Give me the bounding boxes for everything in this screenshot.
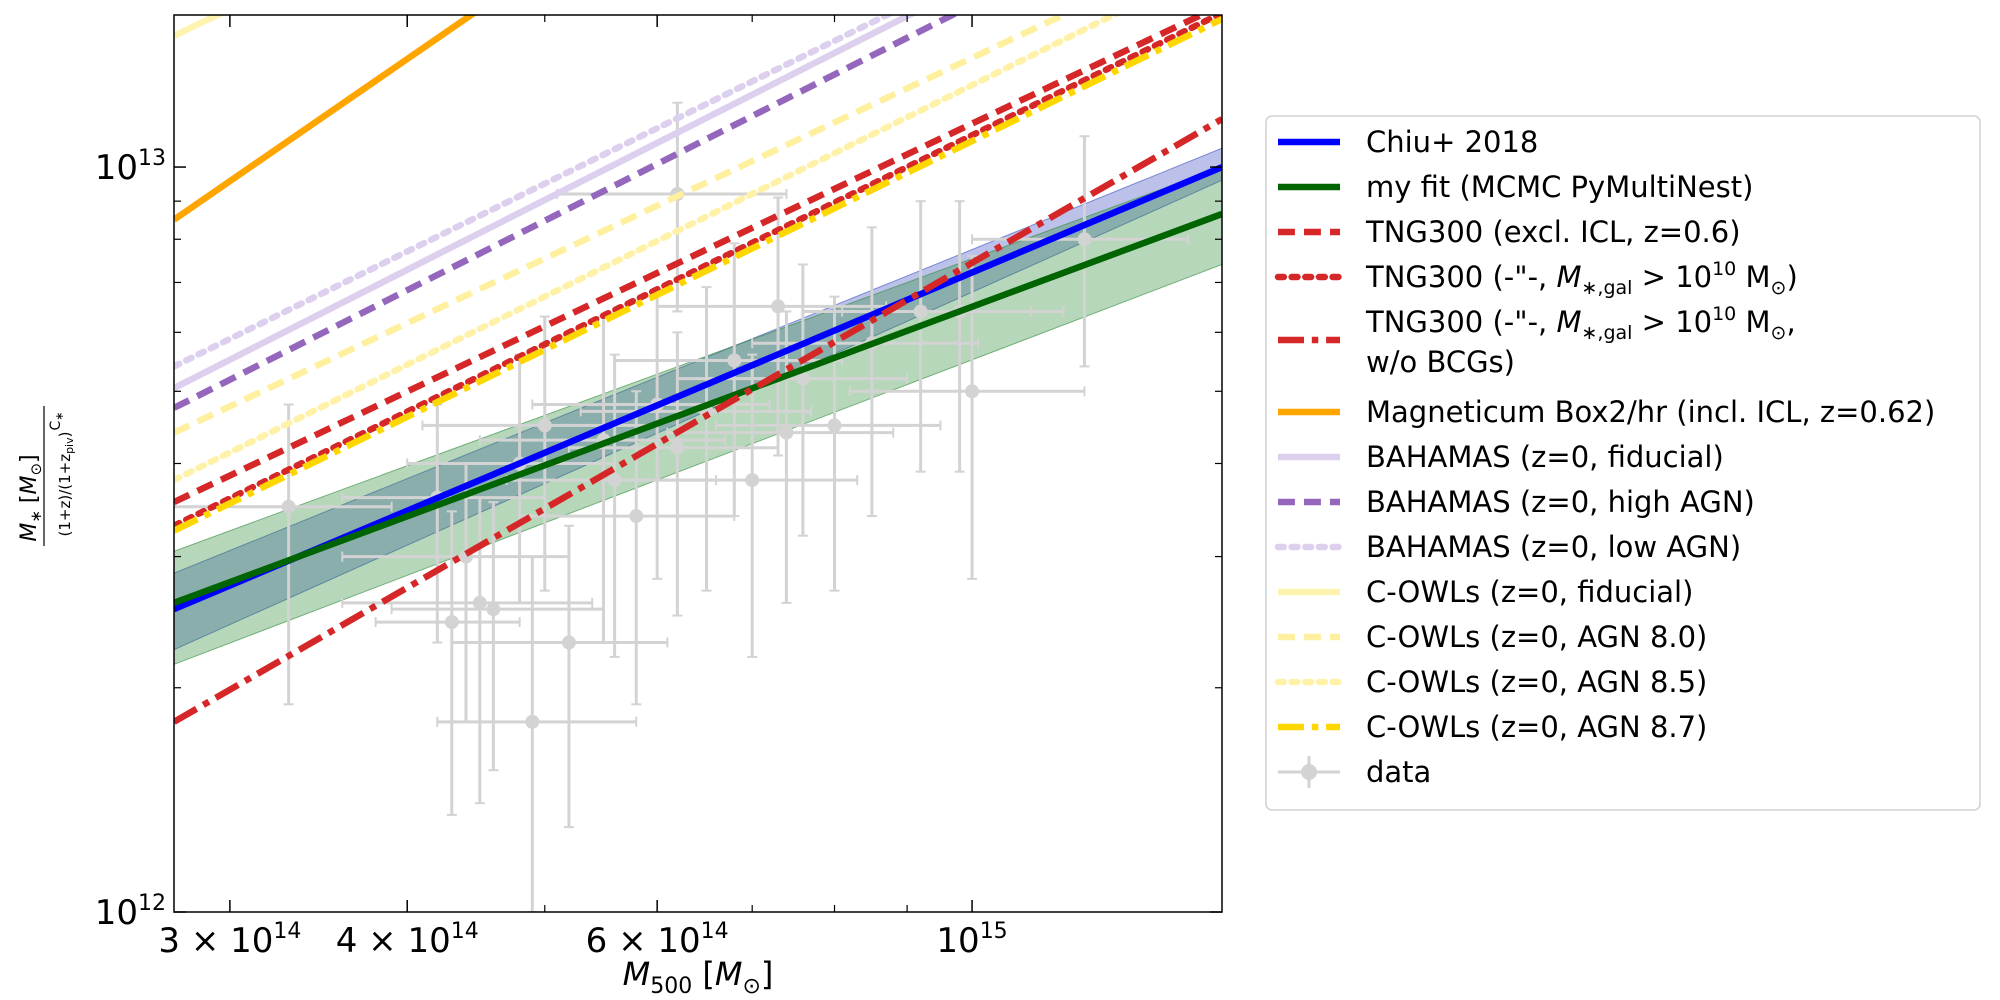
series-line-9	[174, 15, 225, 39]
model-lines	[174, 15, 1222, 725]
legend-item-bahamas_low: BAHAMAS (z=0, low AGN)	[1274, 530, 1741, 564]
series-line-1	[174, 210, 1222, 606]
legend-label: C-OWLs (z=0, AGN 8.5)	[1366, 665, 1707, 699]
legend: Chiu+ 2018 my fit (MCMC PyMultiNest) TNG30…	[1265, 115, 1981, 811]
legend-item-tng_excl: TNG300 (excl. ICL, z=0.6)	[1278, 215, 1741, 249]
legend-label: C-OWLs (z=0, AGN 8.7)	[1366, 710, 1707, 744]
legend-item-magneticum: Magneticum Box2/hr (incl. ICL, z=0.62)	[1278, 395, 1935, 429]
data-errorbars	[174, 101, 1190, 912]
x-tick-label: 1015	[936, 919, 1007, 961]
legend-label: C-OWLs (z=0, AGN 8.0)	[1366, 620, 1707, 654]
legend-label: TNG300 (excl. ICL, z=0.6)	[1365, 215, 1741, 249]
legend-item-cowls_85: C-OWLs (z=0, AGN 8.5)	[1274, 665, 1707, 699]
legend-item-cowls_80: C-OWLs (z=0, AGN 8.0)	[1278, 620, 1707, 654]
legend-label: Magneticum Box2/hr (incl. ICL, z=0.62)	[1366, 395, 1935, 429]
series-line-2	[174, 15, 1209, 506]
series-line-11	[174, 15, 1122, 484]
band-1	[174, 166, 1222, 665]
legend-item-bahamas_high: BAHAMAS (z=0, high AGN)	[1278, 485, 1755, 519]
legend-item-tng_nobcg: TNG300 (-"-, M∗,gal > 1010 M⊙, w/o BCGs)	[1278, 303, 1796, 379]
series-line-12	[174, 16, 1222, 534]
legend-label: BAHAMAS (z=0, low AGN)	[1366, 530, 1741, 564]
x-tick-label: 4 × 1014	[336, 919, 479, 961]
y-axis-label: M∗ [M⊙] (1+z)/(1+zpiv) C∗	[17, 406, 76, 546]
legend-label-cont: w/o BCGs)	[1366, 345, 1515, 379]
legend-label: BAHAMAS (z=0, fiducial)	[1366, 440, 1724, 474]
legend-item-data: data	[1278, 755, 1431, 789]
data-point	[518, 390, 736, 706]
y-tick-label: 1012	[95, 891, 166, 933]
legend-label: Chiu+ 2018	[1366, 125, 1538, 159]
data-point	[666, 310, 895, 604]
data-point	[374, 510, 521, 816]
svg-text:M∗ [M⊙]: M∗ [M⊙]	[17, 454, 45, 541]
svg-text:C∗: C∗	[48, 412, 66, 431]
legend-label: C-OWLs (z=0, fiducial)	[1366, 575, 1693, 609]
data-point	[450, 524, 669, 829]
legend-label: data	[1366, 755, 1431, 789]
x-tick-label: 6 × 1014	[586, 919, 729, 961]
legend-frame	[1265, 115, 1981, 811]
series-line-4	[174, 116, 1222, 725]
x-axis-label: M500 [M⊙]	[623, 955, 774, 999]
legend-item-bahamas_fid: BAHAMAS (z=0, fiducial)	[1278, 440, 1724, 474]
legend-item-cowls_87: C-OWLs (z=0, AGN 8.7)	[1278, 710, 1707, 744]
data-point	[635, 353, 859, 658]
legend-item-myfit: my fit (MCMC PyMultiNest)	[1278, 170, 1753, 204]
axis-ticks: 3 × 1014 4 × 1014 6 × 1014 1015 1012 1013	[95, 15, 1222, 961]
legend-label: BAHAMAS (z=0, high AGN)	[1366, 485, 1755, 519]
legend-label: TNG300 (-"-, M∗,gal > 1010 M⊙,	[1365, 303, 1796, 344]
legend-item-cowls_fid: C-OWLs (z=0, fiducial)	[1278, 575, 1693, 609]
data-point	[436, 555, 638, 912]
series-line-10	[174, 15, 1071, 436]
series-line-5	[174, 15, 477, 223]
series-line-8	[174, 15, 895, 370]
svg-text:(1+z)/(1+zpiv): (1+z)/(1+zpiv)	[56, 431, 76, 536]
series-line-7	[174, 15, 960, 411]
series-line-6	[174, 15, 917, 391]
data-point	[676, 263, 909, 537]
x-tick-label: 3 × 1014	[158, 919, 301, 961]
y-tick-label: 1013	[95, 146, 166, 188]
series-line-3	[174, 15, 1222, 529]
legend-item-chiu: Chiu+ 2018	[1278, 125, 1538, 159]
legend-label: my fit (MCMC PyMultiNest)	[1366, 170, 1753, 204]
